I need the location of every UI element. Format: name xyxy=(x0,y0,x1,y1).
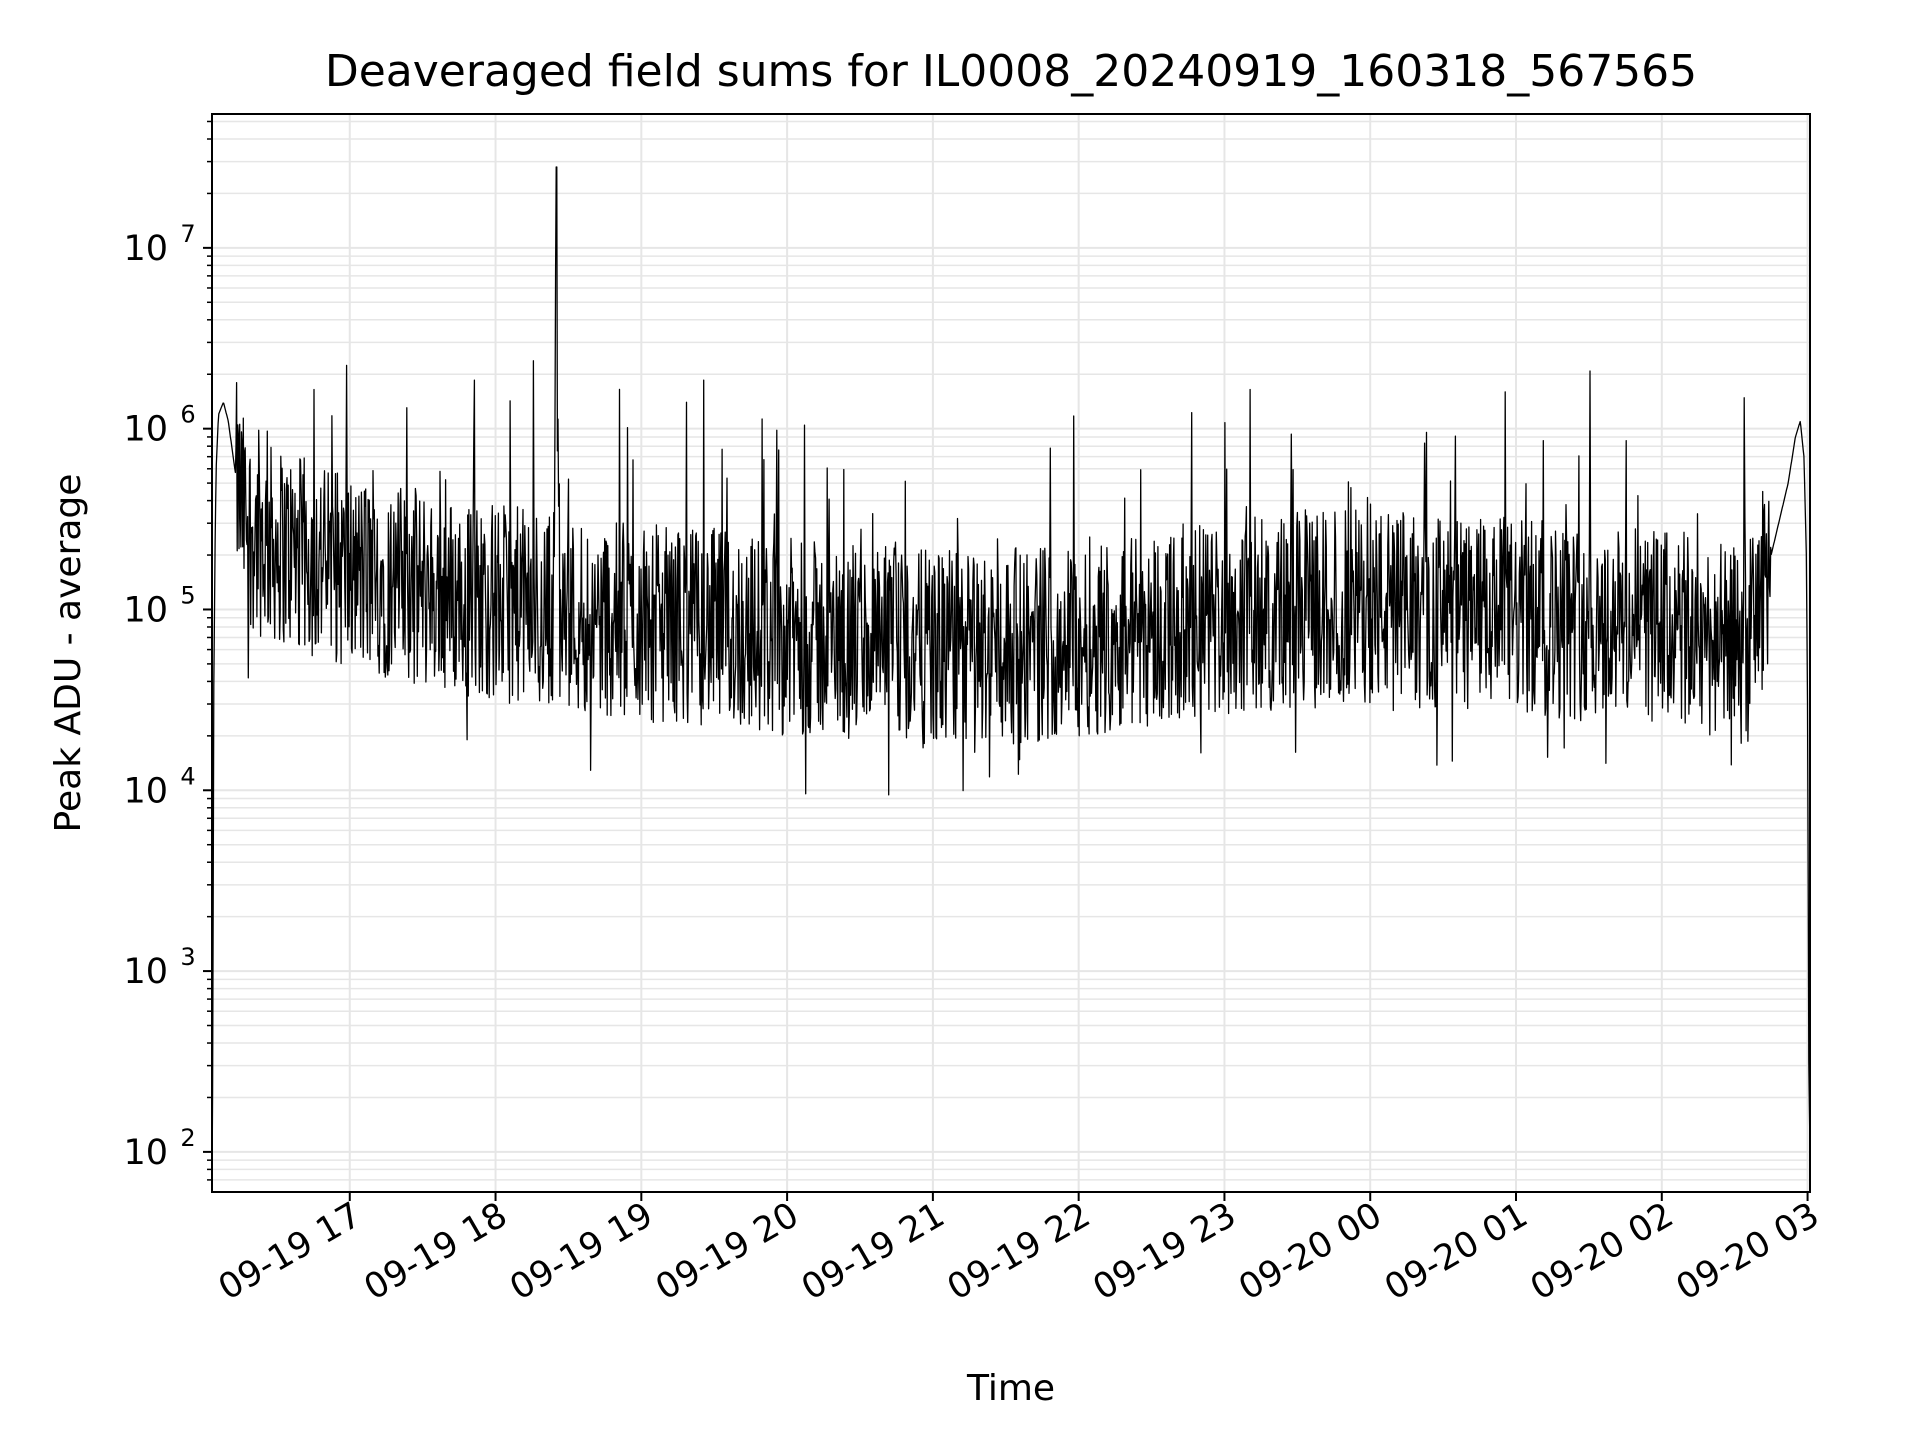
y-tick-exponent: 6 xyxy=(180,401,195,429)
x-tick-label: 09-19 20 xyxy=(649,1195,805,1308)
x-tick-label: 09-20 02 xyxy=(1524,1195,1680,1308)
x-tick-label: 09-19 19 xyxy=(504,1195,660,1308)
y-tick-exponent: 5 xyxy=(180,581,195,609)
x-tick-label: 09-19 17 xyxy=(212,1195,368,1308)
x-tick-label: 09-20 03 xyxy=(1670,1195,1826,1308)
y-tick-exponent: 3 xyxy=(180,943,195,971)
chart-title: Deaveraged field sums for IL0008_2024091… xyxy=(325,46,1697,97)
y-tick-exponent: 2 xyxy=(180,1124,195,1152)
x-tick-label: 09-20 00 xyxy=(1232,1195,1388,1308)
data-series xyxy=(211,166,1811,1193)
series-line xyxy=(211,166,1811,1193)
y-tick-label: 10 xyxy=(123,771,168,811)
plot-frame xyxy=(211,113,1811,1193)
x-tick-label: 09-19 21 xyxy=(795,1195,951,1308)
x-tick-label: 09-19 22 xyxy=(941,1195,1097,1308)
y-tick-label: 10 xyxy=(123,1133,168,1173)
x-tick-label: 09-20 01 xyxy=(1378,1195,1534,1308)
x-axis-label: Time xyxy=(966,1368,1055,1409)
y-tick-exponent: 7 xyxy=(180,220,195,248)
x-tick-label: 09-19 23 xyxy=(1087,1195,1243,1308)
y-tick-label: 10 xyxy=(123,410,168,450)
y-tick-exponent: 4 xyxy=(180,762,195,790)
x-tick-label: 09-19 18 xyxy=(358,1195,514,1308)
y-axis-label: Peak ADU - average xyxy=(48,474,89,833)
y-tick-label: 10 xyxy=(123,229,168,269)
y-tick-label: 10 xyxy=(123,590,168,630)
y-tick-label: 10 xyxy=(123,952,168,992)
